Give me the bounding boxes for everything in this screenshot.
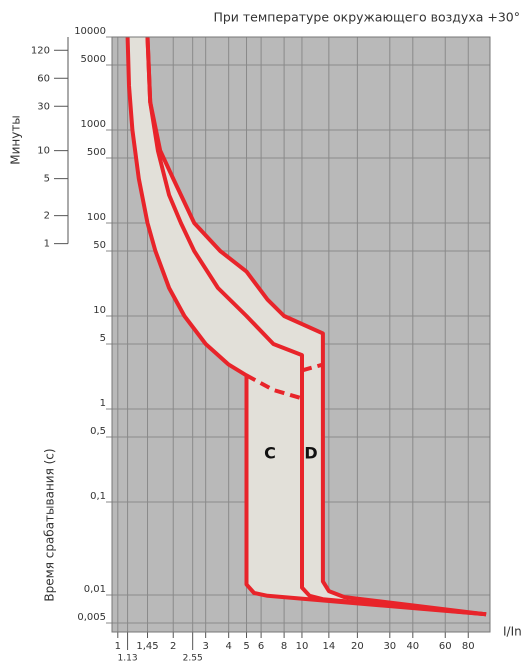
y-tick-label: 100 bbox=[87, 212, 106, 223]
x-tick-label: 1,45 bbox=[136, 641, 158, 652]
y-tick-label: 0,01 bbox=[84, 584, 106, 595]
curve bbox=[245, 373, 303, 401]
x-tick-label: 80 bbox=[462, 641, 475, 652]
x-axis-label: I/In bbox=[503, 625, 522, 639]
x-tick-label: 40 bbox=[406, 641, 419, 652]
x-tick-label: 2 bbox=[170, 641, 176, 652]
x-tick-label: 14 bbox=[322, 641, 335, 652]
x-tick-label: 1 bbox=[115, 641, 121, 652]
y-tick-label: 5 bbox=[100, 333, 106, 344]
y-tick-label: 1000 bbox=[81, 119, 106, 130]
y-tick-label: 1 bbox=[100, 398, 106, 409]
y-tick-label: 10 bbox=[93, 305, 106, 316]
annotation: D bbox=[304, 444, 317, 463]
y2-tick-label: 5 bbox=[44, 174, 50, 185]
y-tick-label: 0,5 bbox=[90, 426, 106, 437]
y-tick-label: 5000 bbox=[81, 54, 106, 65]
plot-border bbox=[111, 36, 491, 633]
y2-tick-label: 120 bbox=[31, 45, 50, 56]
x-tick-label: 5 bbox=[243, 641, 249, 652]
x-tick-label: 8 bbox=[281, 641, 287, 652]
y-tick-label: 0,1 bbox=[90, 491, 106, 502]
x-tick-label: 30 bbox=[383, 641, 396, 652]
y2-axis-label: Минуты bbox=[9, 115, 23, 165]
annotation: C bbox=[264, 444, 276, 463]
x-tick-label: 10 bbox=[296, 641, 309, 652]
y-tick-label: 500 bbox=[87, 147, 106, 158]
chart-title: При температуре окружающего воздуха +30° bbox=[213, 10, 520, 25]
curve bbox=[125, 36, 487, 617]
x-tick-label: 20 bbox=[351, 641, 364, 652]
curve bbox=[301, 362, 324, 373]
curve bbox=[145, 36, 487, 617]
x-tick-label: 3 bbox=[202, 641, 208, 652]
y2-tick-label: 1 bbox=[44, 239, 50, 250]
envelope-fill bbox=[127, 37, 487, 615]
y2-tick-label: 10 bbox=[37, 146, 50, 157]
y2-tick-label: 30 bbox=[37, 101, 50, 112]
y-tick-label: 50 bbox=[93, 240, 106, 251]
y2-tick-label: 60 bbox=[37, 73, 50, 84]
y2-tick-label: 2 bbox=[44, 211, 50, 222]
curve bbox=[145, 36, 487, 617]
y-axis-label: Время срабатывания (с) bbox=[43, 448, 57, 601]
x-tick-label: 60 bbox=[439, 641, 452, 652]
x-tick-label: 4 bbox=[225, 641, 231, 652]
y-tick-label: 10000 bbox=[74, 26, 106, 37]
x-tick-label: 2.55 bbox=[183, 654, 203, 664]
y-tick-label: 0,005 bbox=[77, 612, 106, 623]
x-tick-label: 6 bbox=[258, 641, 264, 652]
x-tick-label: 1.13 bbox=[118, 654, 138, 664]
plot-area bbox=[106, 36, 490, 632]
